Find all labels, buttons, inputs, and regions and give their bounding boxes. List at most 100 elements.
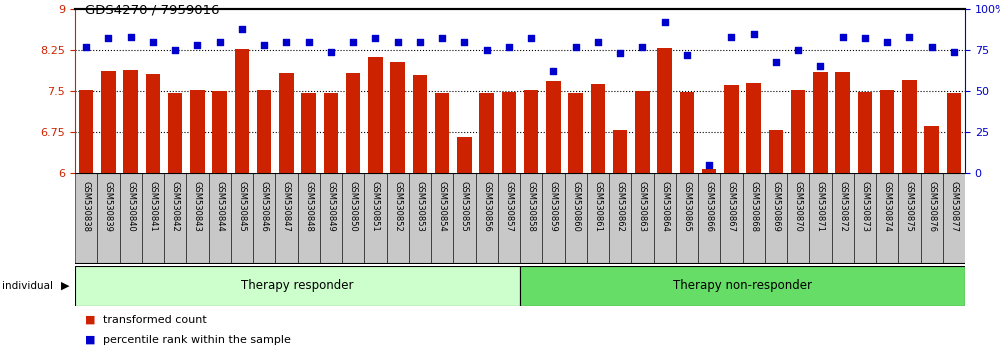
Point [212, 39, 228, 45]
Text: GSM530854: GSM530854 [438, 181, 447, 232]
Point [189, 42, 205, 48]
Text: ■: ■ [85, 315, 95, 325]
Point [100, 36, 116, 41]
Bar [631, 173, 654, 264]
Bar [587, 173, 609, 264]
Bar [609, 173, 631, 264]
Bar [546, 81, 561, 173]
Point [701, 162, 717, 168]
Bar [854, 173, 876, 264]
Bar [742, 173, 765, 264]
Bar [301, 93, 316, 173]
Bar [146, 74, 160, 173]
Point [590, 39, 606, 45]
Point [367, 36, 383, 41]
Bar [720, 173, 742, 264]
Text: GSM530859: GSM530859 [549, 181, 558, 232]
Bar [657, 48, 672, 173]
Bar [413, 75, 427, 173]
Bar [832, 173, 854, 264]
Bar [431, 173, 453, 264]
Bar [342, 173, 364, 264]
Text: GSM530870: GSM530870 [794, 181, 803, 232]
Point [857, 36, 873, 41]
Point [345, 39, 361, 45]
Point [879, 39, 895, 45]
Point [278, 39, 294, 45]
Text: GSM530850: GSM530850 [349, 181, 358, 232]
Point [390, 39, 406, 45]
Text: GSM530875: GSM530875 [905, 181, 914, 232]
Text: transformed count: transformed count [103, 315, 207, 325]
Bar [275, 173, 298, 264]
Point [835, 34, 851, 40]
Point [167, 47, 183, 53]
Point [145, 39, 161, 45]
Bar [520, 173, 542, 264]
Text: GSM530872: GSM530872 [838, 181, 847, 232]
Bar [654, 173, 676, 264]
Bar [168, 93, 182, 173]
Text: GSM530866: GSM530866 [705, 181, 714, 232]
Text: GSM530839: GSM530839 [104, 181, 113, 232]
Text: GSM530871: GSM530871 [816, 181, 825, 232]
Bar [324, 93, 338, 173]
Text: GSM530874: GSM530874 [883, 181, 892, 232]
Bar [787, 173, 809, 264]
Text: GSM530842: GSM530842 [171, 181, 180, 232]
Text: GSM530849: GSM530849 [326, 181, 335, 232]
Bar [880, 90, 894, 173]
Bar [186, 173, 208, 264]
Text: GSM530851: GSM530851 [371, 181, 380, 232]
Bar [876, 173, 898, 264]
Text: GSM530846: GSM530846 [260, 181, 269, 232]
Text: GSM530860: GSM530860 [571, 181, 580, 232]
Bar [920, 173, 943, 264]
Bar [520, 266, 965, 306]
Text: GSM530855: GSM530855 [460, 181, 469, 232]
Bar [902, 80, 917, 173]
Text: GSM530867: GSM530867 [727, 181, 736, 232]
Point [657, 19, 673, 25]
Point [434, 36, 450, 41]
Bar [809, 173, 832, 264]
Bar [524, 90, 538, 173]
Bar [364, 173, 386, 264]
Bar [390, 62, 405, 173]
Text: GSM530868: GSM530868 [749, 181, 758, 232]
Bar [542, 173, 564, 264]
Bar [924, 126, 939, 173]
Point [723, 34, 739, 40]
Bar [791, 90, 805, 173]
Bar [947, 93, 961, 173]
Bar [346, 73, 360, 173]
Point [568, 44, 584, 50]
Bar [746, 83, 761, 173]
Bar [568, 93, 583, 173]
Bar [435, 93, 449, 173]
Bar [479, 93, 494, 173]
Bar [858, 92, 872, 173]
Point [523, 36, 539, 41]
Bar [320, 173, 342, 264]
Text: Therapy responder: Therapy responder [241, 279, 354, 292]
Text: GSM530856: GSM530856 [482, 181, 491, 232]
Bar [680, 92, 694, 173]
Bar [142, 173, 164, 264]
Bar [898, 173, 920, 264]
Bar [120, 173, 142, 264]
Text: Therapy non-responder: Therapy non-responder [673, 279, 812, 292]
Point [901, 34, 917, 40]
Text: GSM530865: GSM530865 [682, 181, 691, 232]
Text: percentile rank within the sample: percentile rank within the sample [103, 335, 291, 344]
Point [790, 47, 806, 53]
Point [768, 59, 784, 64]
Bar [591, 84, 605, 173]
Text: GSM530857: GSM530857 [504, 181, 513, 232]
Text: GSM530858: GSM530858 [527, 181, 536, 232]
Bar [564, 173, 587, 264]
Point [545, 69, 561, 74]
Point [479, 47, 495, 53]
Bar [498, 173, 520, 264]
Bar [298, 173, 320, 264]
